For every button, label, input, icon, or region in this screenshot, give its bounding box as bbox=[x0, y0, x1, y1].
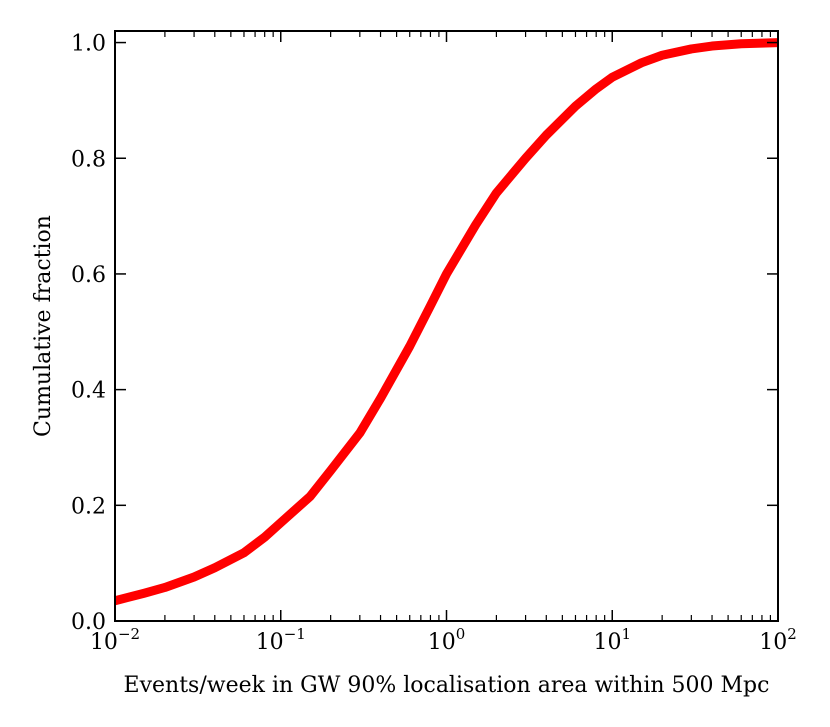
x-tick-exponent: 2 bbox=[787, 625, 797, 643]
x-tick-base: 10 bbox=[256, 630, 284, 655]
x-axis-label: Events/week in GW 90% localisation area … bbox=[124, 673, 770, 698]
x-tick-exponent: −2 bbox=[118, 625, 140, 643]
series-layer bbox=[113, 38, 779, 606]
x-tick-label: 100 bbox=[428, 625, 466, 655]
y-tick-label: 0.0 bbox=[71, 610, 106, 635]
x-tick-base: 10 bbox=[90, 630, 118, 655]
x-tick-base: 10 bbox=[593, 630, 621, 655]
y-tick-label: 1.0 bbox=[71, 32, 106, 57]
x-tick-exponent: −1 bbox=[284, 625, 306, 643]
y-tick-label: 0.8 bbox=[71, 147, 106, 172]
x-tick-base: 10 bbox=[759, 630, 787, 655]
x-tick-label: 101 bbox=[593, 625, 631, 655]
x-tick-label: 10−2 bbox=[90, 625, 140, 655]
x-tick-label: 102 bbox=[759, 625, 797, 655]
series-line-cumulative bbox=[113, 38, 779, 606]
y-tick-label: 0.2 bbox=[71, 494, 106, 519]
x-tick-base: 10 bbox=[428, 630, 456, 655]
y-tick-label: 0.4 bbox=[71, 379, 106, 404]
y-tick-label: 0.6 bbox=[71, 263, 106, 288]
y-axis-label: Cumulative fraction bbox=[31, 215, 56, 437]
plot-frame bbox=[114, 30, 779, 622]
x-tick-exponent: 1 bbox=[621, 625, 631, 643]
x-tick-label: 10−1 bbox=[256, 625, 306, 655]
x-tick-exponent: 0 bbox=[456, 625, 466, 643]
